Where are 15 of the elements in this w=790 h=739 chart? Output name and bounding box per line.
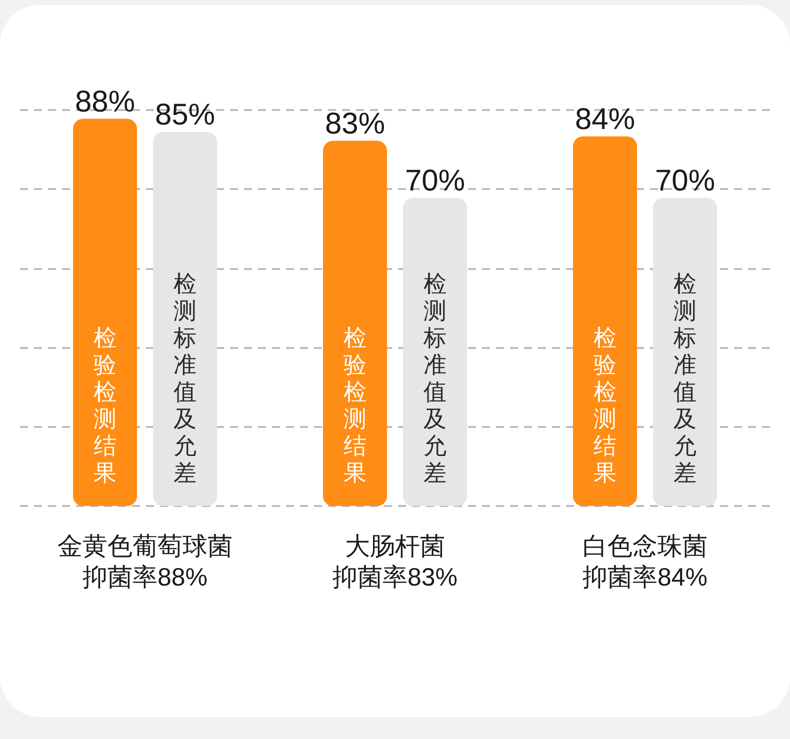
text: 检验检测结果	[594, 324, 616, 486]
x-tick-label: 金黄色葡萄球菌抑菌率88%	[58, 532, 232, 592]
x-tick-label: 大肠杆菌抑菌率83%	[332, 532, 458, 592]
text: 检测标准值及允差	[674, 270, 696, 486]
data-label: 70%	[404, 164, 466, 198]
data-label: 84%	[574, 102, 636, 136]
series-label: 检测标准值及允差	[172, 270, 196, 486]
text: 检测标准值及允差	[424, 270, 446, 486]
x-tick-label: 白色念珠菌抑菌率84%	[582, 532, 708, 592]
data-label: 70%	[654, 164, 716, 198]
text: 检验检测结果	[344, 324, 366, 486]
series-label: 检验检测结果	[94, 324, 116, 486]
data-label: 85%	[154, 98, 216, 132]
data-label: 88%	[74, 85, 136, 118]
data-label: 83%	[324, 107, 386, 140]
